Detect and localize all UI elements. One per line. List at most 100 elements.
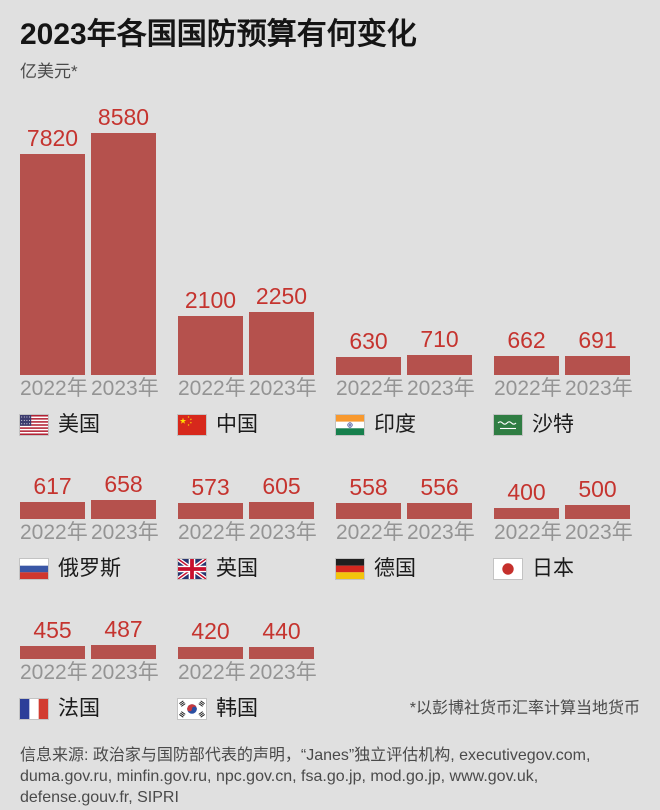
legend-fr: 法国: [20, 697, 156, 721]
bars-cn: 2100 2250: [178, 105, 314, 375]
bar-value-fr-2023: 487: [104, 616, 143, 643]
jp-flag-icon: [494, 559, 522, 579]
country-group-fr: 455 487 2022年 2023年 法国: [20, 611, 159, 721]
cn-flag-icon: [178, 415, 206, 435]
bar-value-kr-2022: 420: [191, 618, 230, 645]
bar-col-gb-2023: 605: [249, 473, 314, 519]
country-label-sa: 沙特: [532, 413, 574, 436]
country-group-de: 558 556 2022年 2023年 德国: [336, 471, 475, 581]
bar-value-us-2022: 7820: [26, 125, 79, 152]
year-label-gb-2022: 2022年: [178, 521, 246, 544]
bar-gb-2022: [178, 502, 243, 519]
country-label-gb: 英国: [216, 557, 258, 580]
country-group-sa: 662 691 2022年 2023年 沙特: [494, 105, 633, 437]
chart-row-2: 617 658 2022年 2023年 俄罗斯 573 605 2022年 2023年 英国 558…: [20, 471, 640, 581]
bar-jp-2023: [565, 504, 630, 519]
bar-value-kr-2023: 440: [262, 617, 301, 644]
bar-col-ru-2022: 617: [20, 473, 85, 519]
country-group-jp: 400 500 2022年 2023年日本: [494, 471, 633, 581]
legend-cn: 中国: [178, 413, 314, 437]
bar-ru-2023: [91, 500, 156, 519]
year-labels-ru: 2022年 2023年: [20, 521, 159, 545]
year-label-in-2022: 2022年: [336, 377, 404, 400]
year-label-fr-2023: 2023年: [91, 661, 159, 684]
year-labels-fr: 2022年 2023年: [20, 661, 159, 685]
de-flag-icon: [336, 559, 364, 579]
country-group-ru: 617 658 2022年 2023年 俄罗斯: [20, 471, 159, 581]
year-label-us-2023: 2023年: [91, 377, 159, 400]
year-labels-sa: 2022年 2023年: [494, 377, 633, 401]
year-labels-kr: 2022年 2023年: [178, 661, 317, 685]
fr-flag-icon: [20, 699, 48, 719]
bar-col-de-2022: 558: [336, 474, 401, 519]
bar-value-gb-2022: 573: [191, 473, 230, 500]
year-label-us-2022: 2022年: [20, 377, 88, 400]
bar-value-sa-2023: 691: [578, 326, 617, 353]
bar-col-cn-2022: 2100: [178, 287, 243, 375]
bar-col-us-2023: 8580: [91, 104, 156, 375]
year-label-jp-2023: 2023年: [565, 521, 633, 544]
bar-value-cn-2022: 2100: [184, 286, 237, 313]
bar-value-in-2023: 710: [420, 326, 459, 352]
year-label-jp-2022: 2022年: [494, 521, 562, 544]
source-line-3: defense.gouv.fr, SIPRI: [20, 789, 179, 806]
year-label-sa-2022: 2022年: [494, 377, 562, 400]
year-labels-gb: 2022年 2023年: [178, 521, 317, 545]
country-group-gb: 573 605 2022年 2023年英国: [178, 471, 317, 581]
legend-de: 德国: [336, 557, 472, 581]
year-label-kr-2022: 2022年: [178, 661, 246, 684]
currency-footnote: *以彭博社货币汇率计算当地货币: [409, 700, 640, 717]
country-label-kr: 韩国: [216, 697, 258, 720]
year-label-de-2022: 2022年: [336, 521, 404, 544]
bar-col-gb-2022: 573: [178, 474, 243, 519]
bar-fr-2022: [20, 646, 85, 659]
legend-gb: 英国: [178, 557, 314, 581]
bar-col-ru-2023: 658: [91, 471, 156, 519]
bar-sa-2022: [494, 356, 559, 375]
bar-col-in-2022: 630: [336, 328, 401, 375]
year-labels-us: 2022年 2023年: [20, 377, 159, 401]
year-labels-de: 2022年 2023年: [336, 521, 475, 545]
bar-col-de-2023: 556: [407, 474, 472, 519]
year-labels-cn: 2022年 2023年: [178, 377, 317, 401]
source-line-1: 信息来源: 政治家与国防部代表的声明，“Janes”独立评估机构, execut…: [20, 747, 591, 764]
bar-value-gb-2023: 605: [262, 472, 301, 499]
sa-flag-icon: [494, 415, 522, 435]
year-label-gb-2023: 2023年: [249, 521, 317, 544]
source-line-2: duma.gov.ru, minfin.gov.ru, npc.gov.cn, …: [20, 768, 539, 785]
bars-gb: 573 605: [178, 471, 314, 519]
bars-jp: 400 500: [494, 471, 630, 519]
bar-de-2023: [407, 503, 472, 519]
legend-kr: 韩国: [178, 697, 314, 721]
year-label-cn-2023: 2023年: [249, 377, 317, 400]
ru-flag-icon: [20, 559, 48, 579]
bar-in-2023: [407, 355, 472, 375]
bar-kr-2023: [249, 646, 314, 659]
country-label-us: 美国: [58, 413, 100, 436]
bar-sa-2023: [565, 355, 630, 375]
bars-de: 558 556: [336, 471, 472, 519]
defense-budget-bar-chart: 7820 8580 2022年 2023年 美国 2100 2250 2022年 2023年 中国…: [20, 104, 640, 721]
bars-fr: 455 487: [20, 611, 156, 659]
bar-value-us-2023: 8580: [97, 104, 150, 130]
bar-col-cn-2023: 2250: [249, 283, 314, 375]
country-label-in: 印度: [374, 413, 416, 436]
bar-col-jp-2023: 500: [565, 476, 630, 519]
bar-de-2022: [336, 503, 401, 519]
country-group-us: 7820 8580 2022年 2023年美国: [20, 104, 159, 437]
bar-jp-2022: [494, 507, 559, 519]
bar-gb-2023: [249, 501, 314, 519]
bar-value-fr-2022: 455: [33, 617, 72, 644]
year-label-sa-2023: 2023年: [565, 377, 633, 400]
bar-value-de-2023: 556: [420, 474, 459, 501]
bars-in: 630 710: [336, 105, 472, 375]
year-labels-in: 2022年 2023年: [336, 377, 475, 401]
legend-jp: 日本: [494, 557, 630, 581]
country-group-in: 630 710 2022年 2023年印度: [336, 105, 475, 437]
bar-fr-2023: [91, 645, 156, 659]
bar-value-ru-2022: 617: [33, 472, 72, 499]
bar-col-kr-2023: 440: [249, 618, 314, 659]
bar-value-ru-2023: 658: [104, 471, 143, 498]
bar-col-us-2022: 7820: [20, 125, 85, 375]
